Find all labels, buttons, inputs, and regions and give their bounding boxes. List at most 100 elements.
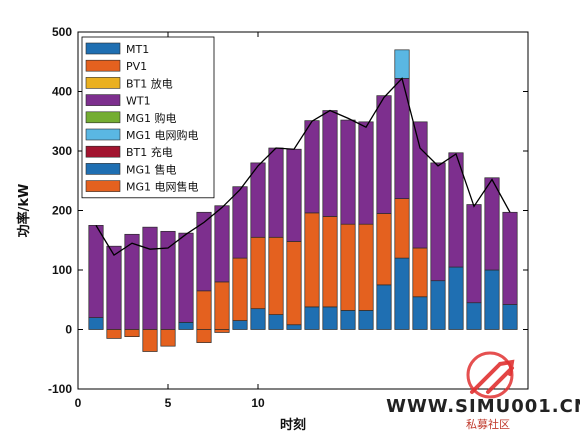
bar-WT1-24	[502, 211, 518, 305]
x-tick-label: 5	[165, 396, 172, 410]
y-tick-label: 500	[52, 25, 72, 39]
bar-MT1-24	[502, 304, 518, 330]
bar-MG1_grid_sell-2	[106, 329, 122, 339]
bar-WT1-5	[160, 230, 176, 330]
bar-PV1-10	[250, 236, 266, 310]
bar-MT1-1	[88, 317, 104, 330]
y-axis-label: 功率/kW	[16, 184, 32, 238]
bar-WT1-19	[412, 121, 428, 249]
bar-MT1-14	[322, 306, 338, 330]
x-tick-label: 0	[75, 396, 82, 410]
bar-WT1-9	[232, 186, 248, 259]
y-tick-label: 300	[52, 144, 72, 158]
bar-MT1-20	[430, 280, 446, 330]
bar-WT1-11	[268, 147, 284, 238]
legend-swatch-MG1_sell	[85, 163, 121, 175]
bar-WT1-16	[358, 121, 374, 225]
bar-WT1-12	[286, 148, 302, 242]
bar-MG1_grid_sell-3	[124, 329, 140, 337]
bar-WT1-20	[430, 162, 446, 282]
bar-PV1-12	[286, 241, 302, 326]
bar-MT1-17	[376, 284, 392, 330]
legend-swatch-MG1_grid_buy	[85, 128, 121, 141]
bar-WT1-21	[448, 152, 464, 268]
bar-PV1-14	[322, 216, 338, 308]
bar-WT1-13	[304, 120, 320, 214]
legend-label-MT1: MT1	[126, 43, 149, 56]
legend-label-MG1_grid_sell: MG1 电网售电	[126, 180, 199, 194]
bar-MT1-12	[286, 324, 302, 330]
legend-swatch-BT1_ch	[85, 145, 121, 158]
bar-WT1-8	[214, 205, 230, 283]
legend-swatch-MG1_grid_sell	[85, 180, 121, 192]
bar-WT1-23	[484, 177, 500, 271]
bar-WT1-15	[340, 119, 356, 225]
bar-MG1_grid_sell-8	[214, 329, 230, 333]
bar-WT1-7	[196, 211, 212, 292]
y-tick-label: 0	[65, 323, 72, 337]
bar-WT1-22	[466, 204, 482, 304]
legend-label-MG1_grid_buy: MG1 电网购电	[126, 128, 199, 142]
bar-PV1-18	[394, 198, 410, 259]
bar-MG1_grid_sell-5	[160, 329, 176, 347]
bar-MT1-15	[340, 310, 356, 330]
bar-MG1_grid_sell-4	[142, 329, 158, 352]
bar-MT1-22	[466, 302, 482, 330]
x-axis-label: 时刻	[280, 417, 306, 433]
bar-PV1-17	[376, 213, 392, 286]
y-tick-label: 100	[52, 263, 72, 277]
legend-label-BT1_dis: BT1 放电	[126, 76, 173, 90]
bar-WT1-17	[376, 95, 392, 214]
legend-swatch-MG1_buy	[85, 111, 121, 124]
legend-swatch-WT1	[85, 94, 121, 106]
watermark-logo-ring	[466, 351, 514, 399]
legend-swatch-BT1_dis	[85, 77, 121, 89]
plot-area	[78, 32, 528, 389]
bar-PV1-16	[358, 223, 374, 311]
bar-MT1-21	[448, 266, 464, 330]
watermark-logo-arrow	[470, 359, 515, 394]
legend-label-MG1_buy: MG1 购电	[126, 111, 177, 125]
bar-PV1-9	[232, 257, 248, 321]
bar-MT1-11	[268, 314, 284, 330]
bar-MT1-10	[250, 308, 266, 330]
bar-MT1-16	[358, 310, 374, 330]
bar-WT1-2	[106, 245, 122, 330]
bar-PV1-13	[304, 212, 320, 308]
bar-MT1-9	[232, 320, 248, 330]
bar-PV1-15	[340, 223, 356, 311]
y-tick-label: -100	[48, 382, 72, 396]
legend-label-PV1: PV1	[126, 60, 147, 73]
bar-WT1-10	[250, 162, 266, 238]
legend: MT1 PV1 BT1 放电 WT1 MG1 购电 MG1 电网购电 BT1 充电 MG1 售…	[81, 36, 215, 199]
y-tick-label: 400	[52, 85, 72, 99]
bar-MG1_grid_sell-7	[196, 329, 212, 343]
bar-WT1-1	[88, 225, 104, 318]
bar-WT1-3	[124, 233, 140, 330]
bar-PV1-7	[196, 290, 212, 330]
watermark-sub: 私募社区	[466, 417, 510, 431]
y-tick-label: 200	[52, 204, 72, 218]
watermark-url: WWW.SIMU001.CN	[386, 396, 580, 417]
bar-MG1_grid_buy-18	[394, 49, 410, 79]
bar-PV1-8	[214, 281, 230, 330]
bar-PV1-11	[268, 236, 284, 315]
legend-label-BT1_ch: BT1 充电	[126, 145, 173, 159]
legend-swatch-MT1	[85, 42, 121, 55]
load-line	[95, 77, 511, 257]
x-tick-label: 10	[251, 396, 265, 410]
bar-MT1-13	[304, 306, 320, 330]
bar-WT1-14	[322, 110, 338, 217]
legend-swatch-PV1	[85, 59, 121, 72]
bar-MT1-18	[394, 257, 410, 330]
legend-label-WT1: WT1	[126, 95, 151, 108]
bar-MT1-6	[178, 322, 194, 330]
legend-label-MG1_sell: MG1 售电	[126, 162, 177, 176]
bar-WT1-6	[178, 232, 194, 323]
bar-WT1-4	[142, 226, 158, 330]
bar-PV1-19	[412, 247, 428, 298]
bar-MT1-23	[484, 269, 500, 330]
